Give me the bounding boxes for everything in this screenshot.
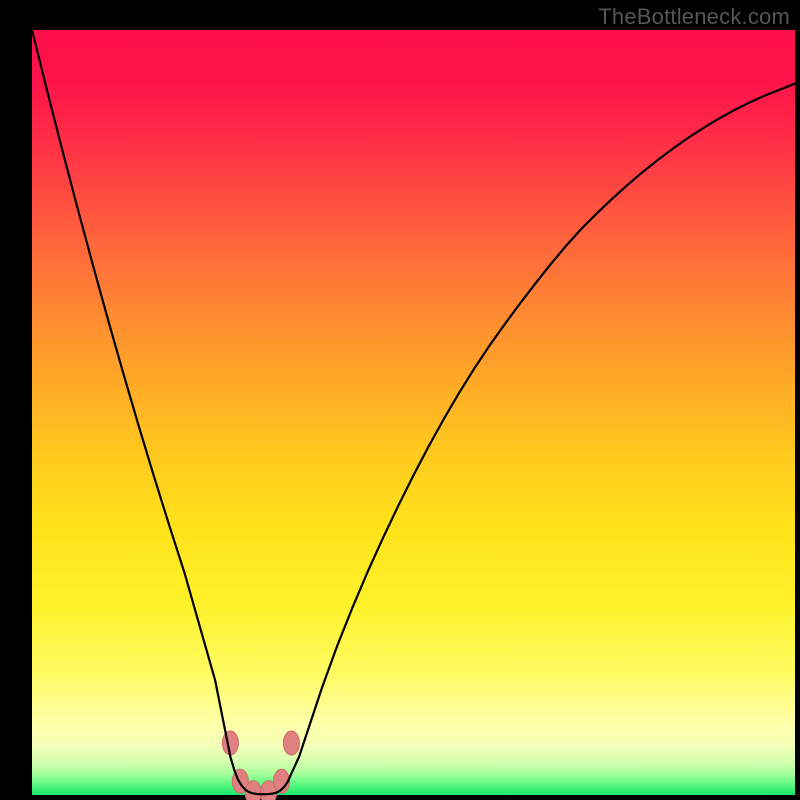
plot-background <box>32 30 795 795</box>
attribution-text: TheBottleneck.com <box>598 4 790 30</box>
marker-dot <box>283 731 299 755</box>
bottleneck-chart <box>0 0 800 800</box>
